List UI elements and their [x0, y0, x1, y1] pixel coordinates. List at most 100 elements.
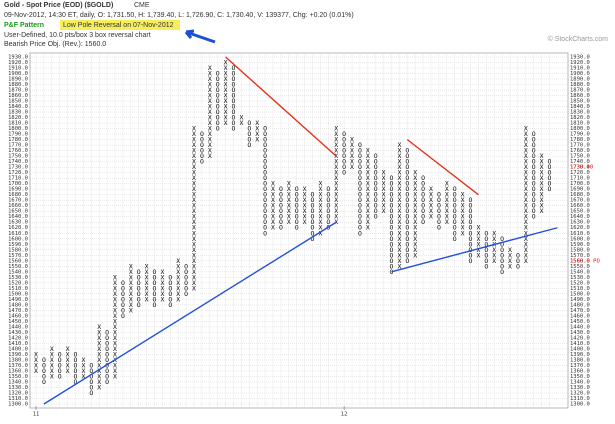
box-o: O: [469, 218, 473, 226]
box-x: X: [429, 207, 433, 215]
box-x: X: [366, 180, 370, 188]
box-o: O: [42, 356, 46, 364]
box-x: X: [461, 207, 465, 215]
box-o: O: [374, 180, 378, 188]
box-o: O: [89, 389, 93, 397]
y-tick-label-right: 1470.0: [570, 308, 590, 314]
box-x: X: [160, 268, 164, 276]
y-tick-label-right: 1810.0: [570, 121, 590, 127]
trend-line: [391, 227, 558, 273]
box-o: O: [548, 163, 552, 171]
y-tick-label: 1860.0: [8, 93, 28, 99]
box-o: O: [58, 372, 62, 380]
box-o: O: [390, 180, 394, 188]
box-o: O: [405, 174, 409, 182]
trend-line: [43, 221, 337, 405]
box-x: X: [397, 141, 401, 149]
box-o: O: [405, 196, 409, 204]
box-x: X: [192, 246, 196, 254]
box-x: X: [540, 163, 544, 171]
box-o: O: [216, 119, 220, 127]
box-x: X: [397, 207, 401, 215]
box-x: X: [334, 169, 338, 177]
box-o: O: [500, 240, 504, 248]
box-x: X: [303, 191, 307, 199]
box-x: X: [287, 202, 291, 210]
box-x: X: [524, 218, 528, 226]
box-x: X: [334, 136, 338, 144]
box-x: X: [129, 306, 133, 314]
box-x: X: [145, 279, 149, 287]
box-o: O: [311, 218, 315, 226]
box-x: X: [508, 246, 512, 254]
box-o: O: [216, 97, 220, 105]
pattern-title: P&F Pattern: [4, 22, 44, 29]
box-x: X: [192, 262, 196, 270]
y-tick-label-right: 1380.0: [570, 357, 590, 363]
box-x: X: [66, 345, 70, 353]
objective-line: Bearish Price Obj. (Rev.): 1560.0: [4, 41, 106, 48]
box-x: X: [255, 136, 259, 144]
box-x: X: [176, 268, 180, 276]
box-o: O: [326, 196, 330, 204]
box-x: X: [97, 361, 101, 369]
box-o: O: [247, 141, 251, 149]
box-o: O: [326, 202, 330, 210]
box-o: O: [358, 207, 362, 215]
box-o: O: [89, 361, 93, 369]
box-x: X: [208, 147, 212, 155]
box-x: X: [334, 130, 338, 138]
box-o: O: [137, 279, 141, 287]
box-x: X: [176, 295, 180, 303]
box-x: X: [97, 356, 101, 364]
y-tick-label-right: 1420.0: [570, 335, 590, 341]
box-x: X: [303, 202, 307, 210]
box-o: O: [421, 180, 425, 188]
y-tick-label-right: 1340.0: [570, 379, 590, 385]
box-o: O: [105, 378, 109, 386]
box-o: O: [263, 141, 267, 149]
box-o: O: [263, 163, 267, 171]
y-tick-label: 1370.0: [8, 363, 28, 369]
box-x: X: [350, 152, 354, 160]
box-o: O: [342, 163, 346, 171]
box-x: X: [97, 372, 101, 380]
box-o: O: [42, 361, 46, 369]
box-o: O: [184, 262, 188, 270]
box-x: X: [429, 196, 433, 204]
box-x: X: [160, 284, 164, 292]
box-x: X: [318, 213, 322, 221]
box-o: O: [263, 125, 267, 133]
box-x: X: [34, 361, 38, 369]
box-x: X: [508, 251, 512, 259]
box-x: X: [413, 229, 417, 237]
box-x: X: [192, 213, 196, 221]
box-x: X: [224, 103, 228, 111]
box-o: O: [311, 202, 315, 210]
box-o: O: [89, 367, 93, 375]
arrow: [184, 29, 216, 44]
box-o: O: [42, 378, 46, 386]
box-o: O: [74, 372, 78, 380]
y-tick-label-right: 1800.0: [570, 126, 590, 132]
y-tick-label: 1700.0: [8, 181, 28, 187]
box-o: O: [390, 240, 394, 248]
box-o: O: [326, 185, 330, 193]
box-x: X: [192, 147, 196, 155]
box-x: X: [192, 130, 196, 138]
box-x: X: [382, 180, 386, 188]
box-x: X: [524, 141, 528, 149]
box-x: X: [524, 185, 528, 193]
y-tick-label: 1850.0: [8, 99, 28, 105]
box-x: X: [176, 262, 180, 270]
box-o: O: [263, 174, 267, 182]
